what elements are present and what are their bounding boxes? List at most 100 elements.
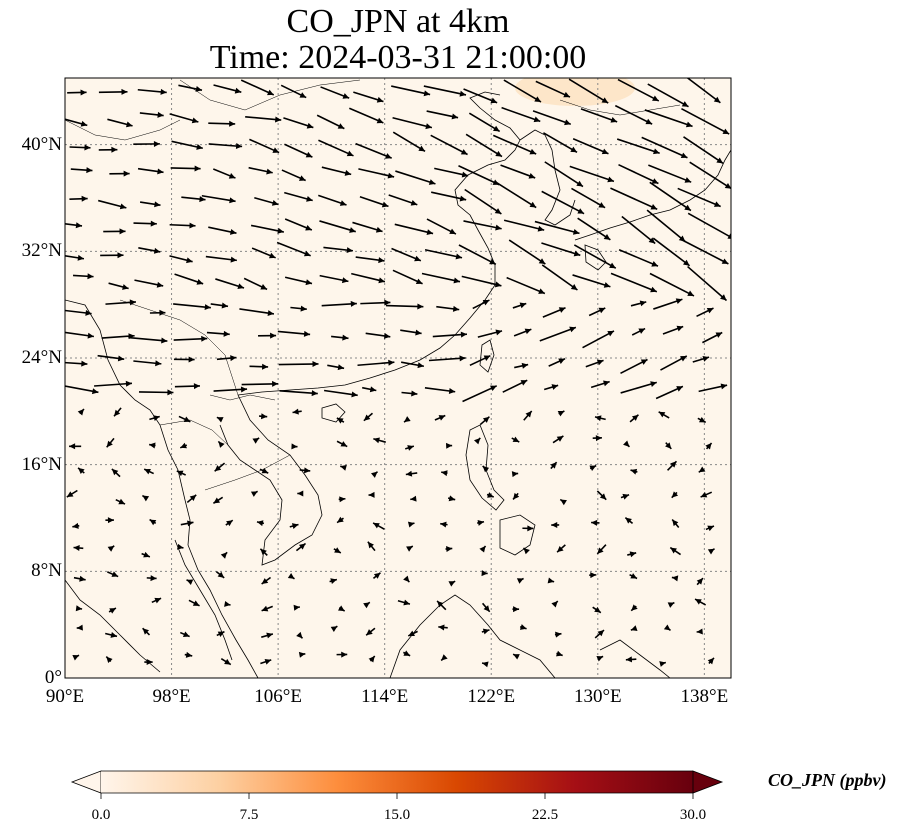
- wind-arrow: [138, 247, 161, 254]
- wind-arrow: [70, 167, 93, 174]
- wind-arrow: [133, 360, 162, 367]
- wind-arrow: [543, 384, 559, 391]
- wind-arrow: [663, 624, 671, 632]
- wind-arrow: [543, 132, 578, 153]
- wind-arrow: [629, 573, 638, 580]
- wind-arrow: [548, 358, 566, 367]
- border-2: [65, 119, 181, 141]
- wind-arrow: [73, 575, 86, 582]
- wind-arrow: [403, 650, 411, 657]
- wind-arrow: [362, 386, 377, 393]
- wind-arrow: [655, 385, 684, 400]
- wind-arrow: [625, 656, 637, 663]
- wind-arrow: [395, 170, 436, 185]
- wind-arrow: [283, 117, 314, 129]
- wind-arrow: [357, 359, 395, 367]
- wind-arrow: [671, 519, 680, 528]
- wind-arrow: [392, 131, 426, 153]
- wind-arrow: [149, 442, 156, 449]
- y-tick-label: 0°: [44, 667, 62, 688]
- wind-arrow: [323, 389, 358, 398]
- wind-arrow: [106, 571, 119, 578]
- wind-arrow: [618, 248, 659, 267]
- wind-arrow: [405, 445, 415, 451]
- wind-arrow: [69, 443, 82, 450]
- wind-arrow: [277, 330, 311, 337]
- wind-arrow: [463, 220, 502, 231]
- wind-arrow: [616, 138, 660, 155]
- wind-arrow: [502, 379, 528, 393]
- wind-arrow: [464, 188, 502, 215]
- wind-arrow: [596, 655, 604, 662]
- border-3: [119, 299, 239, 396]
- map-background: [65, 78, 731, 678]
- wind-arrow: [585, 359, 604, 368]
- wind-arrow: [436, 305, 460, 312]
- wind-arrow: [503, 79, 542, 103]
- wind-arrow: [115, 498, 126, 505]
- wind-arrow: [251, 247, 276, 259]
- wind-arrow: [671, 575, 679, 582]
- wind-arrow: [105, 656, 113, 664]
- wind-arrow: [355, 142, 392, 159]
- wind-arrow: [256, 520, 265, 527]
- wind-arrow: [705, 525, 715, 532]
- coastline-kyushu: [584, 244, 607, 271]
- wind-arrow: [592, 606, 602, 614]
- wind-arrow: [103, 228, 126, 235]
- wind-arrow: [220, 551, 228, 559]
- concentration-plume: [515, 78, 635, 106]
- wind-arrow: [424, 386, 456, 394]
- wind-arrow: [173, 335, 208, 342]
- wind-arrow: [321, 300, 357, 307]
- wind-arrow: [216, 630, 225, 637]
- wind-arrow: [258, 332, 277, 339]
- wind-arrow: [620, 493, 630, 500]
- wind-arrow: [592, 435, 602, 442]
- wind-arrow: [239, 308, 275, 317]
- colorbar-tick-label: 15.0: [383, 807, 411, 823]
- wind-arrow: [698, 466, 706, 473]
- wind-arrow: [610, 272, 658, 293]
- wind-arrow: [519, 624, 527, 630]
- wind-arrow: [72, 522, 80, 529]
- wind-arrow: [391, 85, 431, 97]
- wind-arrow: [463, 88, 498, 104]
- wind-arrow: [254, 196, 279, 206]
- wind-arrow: [436, 600, 447, 611]
- wind-arrow: [319, 220, 356, 233]
- wind-arrow: [143, 468, 155, 475]
- wind-arrow: [98, 146, 118, 153]
- wind-arrow: [179, 442, 188, 449]
- wind-arrow: [666, 460, 678, 471]
- wind-arrow: [434, 167, 469, 178]
- wind-arrow: [551, 600, 559, 608]
- wind-arrow: [276, 241, 311, 257]
- wind-arrow: [406, 545, 414, 552]
- wind-arrow: [572, 138, 609, 155]
- wind-arrow: [610, 187, 658, 210]
- wind-arrow: [614, 104, 653, 125]
- wind-arrow: [291, 443, 298, 450]
- title-line-2: Time: 2024-03-31 21:00:00: [209, 39, 587, 76]
- wind-arrow: [363, 601, 371, 609]
- wind-arrow: [139, 111, 164, 118]
- wind-arrow: [373, 437, 386, 444]
- wind-arrow: [511, 471, 519, 478]
- wind-arrow: [77, 467, 85, 475]
- wind-arrow: [133, 140, 160, 147]
- wind-arrow: [481, 661, 489, 668]
- wind-arrow: [671, 491, 679, 499]
- wind-arrow: [424, 248, 463, 260]
- wind-arrow: [144, 659, 153, 666]
- wind-arrow: [216, 416, 224, 423]
- wind-arrow: [141, 494, 150, 502]
- wind-arrow: [572, 274, 611, 288]
- wind-arrow: [281, 169, 306, 182]
- wind-arrow: [591, 519, 600, 526]
- wind-arrow: [568, 78, 609, 104]
- wind-arrow: [423, 85, 467, 97]
- wind-arrow: [624, 516, 634, 525]
- wind-arrow: [249, 138, 280, 154]
